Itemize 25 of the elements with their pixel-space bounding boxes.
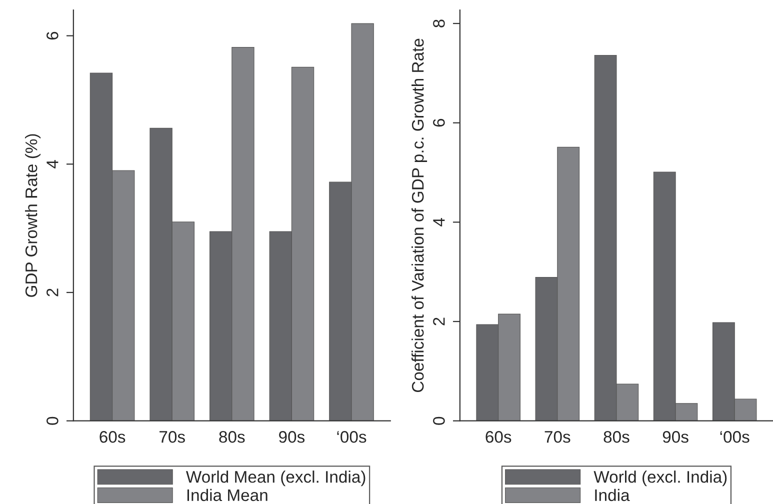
x-tick-label: 90s	[279, 431, 305, 443]
x-tick-label: 90s	[662, 431, 688, 443]
y-tick-label: 2	[46, 288, 58, 296]
x-tick-label: ‘00s	[720, 431, 750, 443]
x-tick-label: ‘00s	[337, 431, 366, 443]
y-tick-label: 2	[433, 318, 445, 326]
y-tick-label: 0	[46, 416, 58, 425]
legend-label: India	[595, 488, 630, 502]
x-tick-label: 70s	[160, 431, 185, 443]
x-tick-label: 60s	[486, 431, 512, 443]
y-tick-label: 4	[46, 160, 58, 168]
y-tick-label: 6	[433, 118, 445, 127]
y-axis-title: GDP Growth Rate (%)	[25, 134, 41, 297]
y-tick-label: 0	[433, 416, 445, 425]
x-tick-label: 80s	[604, 431, 630, 443]
legend-label: India Mean	[187, 488, 268, 502]
x-tick-label: 60s	[100, 431, 126, 443]
x-tick-label: 70s	[544, 431, 570, 443]
legend-label: World (excl. India)	[594, 470, 727, 486]
y-tick-label: 4	[433, 218, 445, 226]
y-axis-title: Coefficient of Variation of GDP p.c. Growth Rate	[412, 38, 428, 392]
x-tick-label: 80s	[219, 431, 245, 443]
y-tick-label: 6	[46, 32, 58, 40]
y-tick-label: 8	[433, 20, 445, 28]
legend-label: World Mean (excl. India)	[186, 470, 366, 486]
